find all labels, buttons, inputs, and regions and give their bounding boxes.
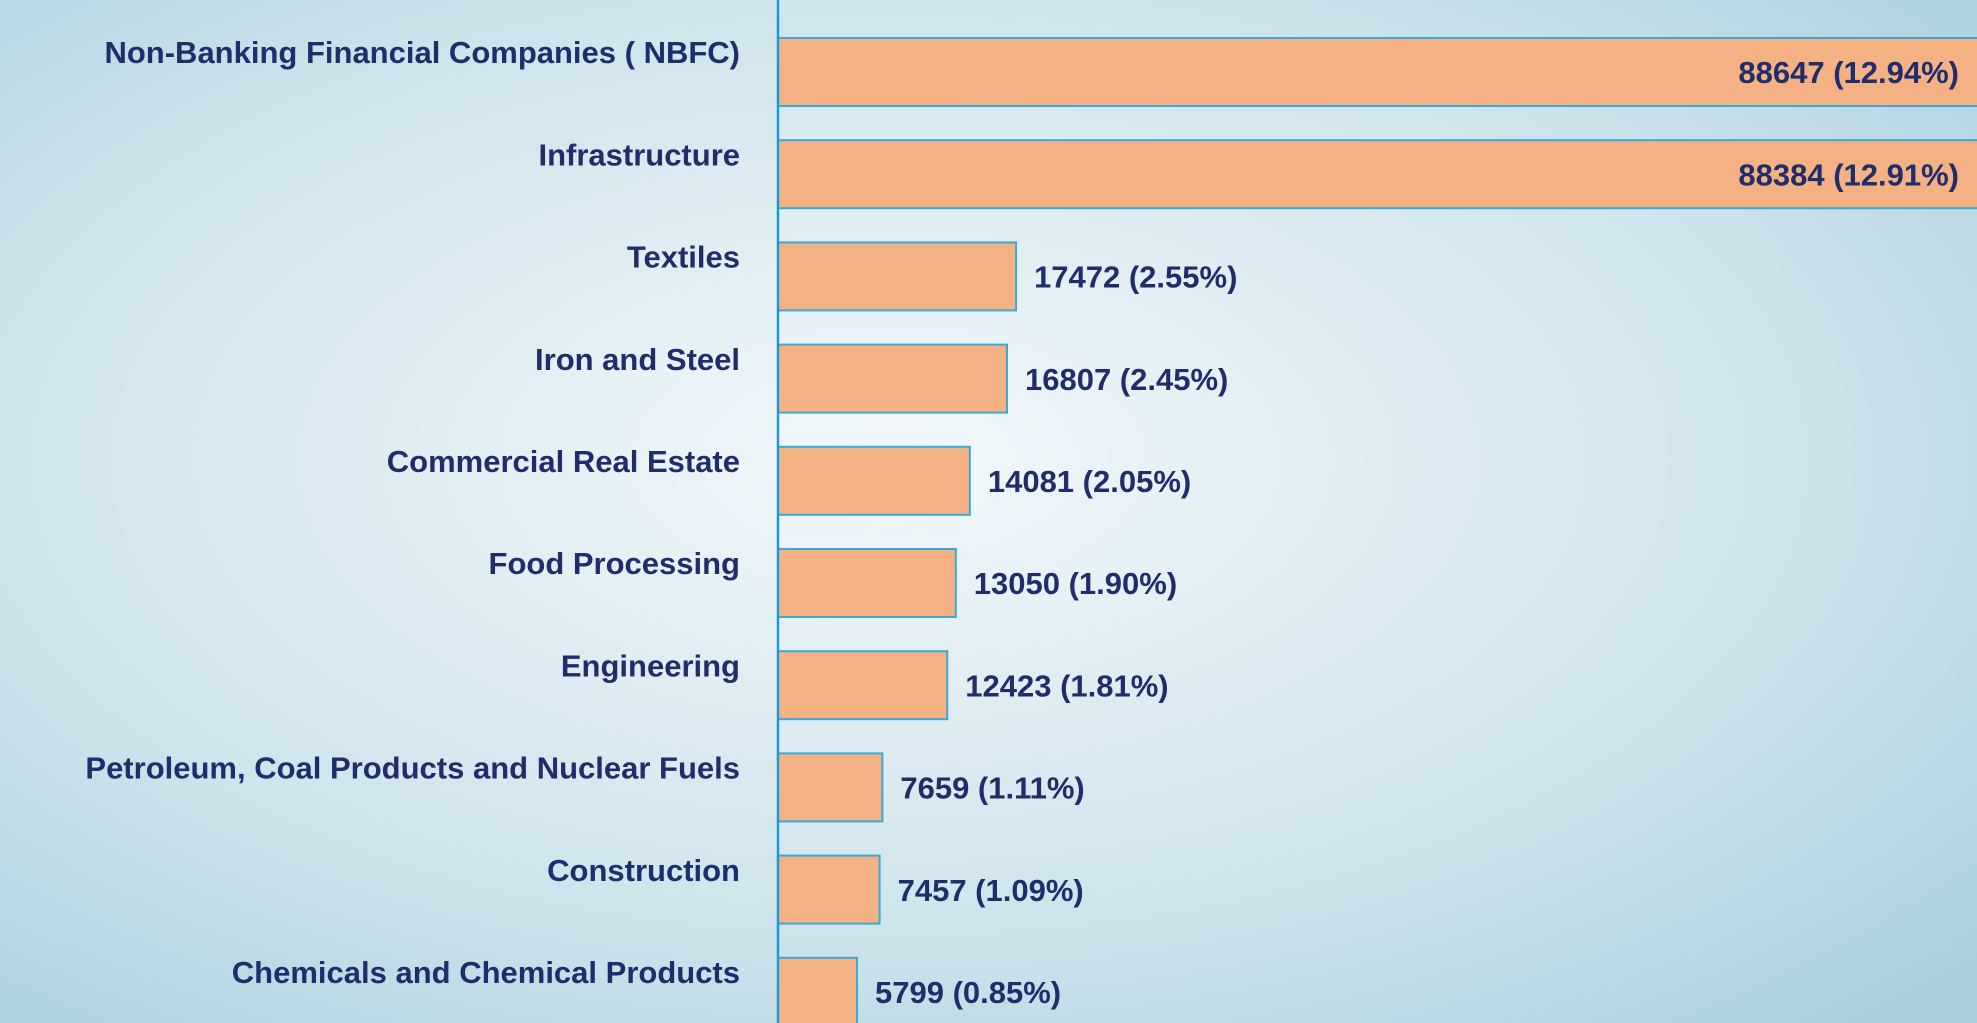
y-tick-label: Non-Banking Financial Companies ( NBFC) — [104, 35, 740, 70]
y-tick-label: Engineering — [561, 648, 740, 683]
y-tick-label: Infrastructure — [538, 137, 740, 172]
data-label: 17472 (2.55%) — [1034, 260, 1237, 295]
data-label: 16807 (2.45%) — [1025, 362, 1228, 397]
bar — [777, 854, 881, 925]
y-tick-label: Chemicals and Chemical Products — [232, 955, 740, 990]
data-label: 7659 (1.11%) — [900, 771, 1084, 806]
data-label: 13050 (1.90%) — [974, 566, 1177, 601]
bar — [777, 752, 884, 823]
y-tick-label: Textiles — [627, 240, 740, 275]
bar — [777, 956, 859, 1023]
bar — [777, 343, 1008, 414]
data-label: 88647 (12.94%) — [1738, 55, 1959, 90]
bar — [777, 650, 949, 721]
bar — [777, 37, 1977, 107]
y-tick-label: Petroleum, Coal Products and Nuclear Fue… — [85, 751, 740, 786]
y-tick-label: Commercial Real Estate — [387, 444, 740, 479]
bar — [777, 548, 957, 618]
y-tick-label: Iron and Steel — [535, 342, 740, 377]
data-label: 5799 (0.85%) — [875, 975, 1061, 1010]
y-tick-label: Construction — [547, 853, 740, 888]
data-label: 7457 (1.09%) — [898, 873, 1084, 908]
bar — [777, 241, 1018, 312]
y-tick-label: Food Processing — [489, 546, 740, 581]
data-label: 12423 (1.81%) — [965, 668, 1168, 703]
bar — [777, 445, 971, 516]
data-label: 88384 (12.91%) — [1738, 157, 1959, 192]
data-label: 14081 (2.05%) — [988, 464, 1191, 499]
